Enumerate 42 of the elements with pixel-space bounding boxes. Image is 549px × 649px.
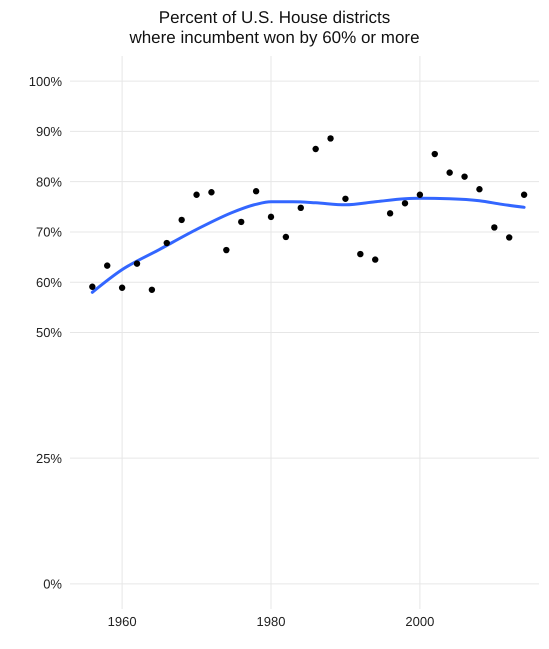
point bbox=[223, 246, 230, 254]
x-tick-label: 1980 bbox=[256, 614, 286, 630]
y-tick-label: 70% bbox=[36, 224, 62, 240]
point bbox=[416, 192, 424, 198]
y-tick-label: 50% bbox=[36, 325, 62, 340]
point bbox=[432, 150, 438, 158]
point bbox=[134, 260, 140, 267]
point bbox=[372, 256, 378, 263]
y-tick-label: 90% bbox=[36, 124, 62, 140]
point bbox=[342, 196, 349, 202]
point bbox=[164, 240, 170, 246]
point bbox=[238, 218, 244, 226]
point bbox=[178, 216, 185, 224]
y-tick-label: 100% bbox=[28, 74, 62, 89]
point bbox=[89, 284, 96, 290]
point bbox=[446, 169, 453, 176]
point bbox=[268, 214, 274, 220]
point bbox=[118, 284, 126, 291]
y-tick-label: 80% bbox=[36, 174, 62, 190]
y-tick-label: 60% bbox=[36, 274, 62, 290]
point bbox=[282, 234, 290, 240]
y-tick-label: 0% bbox=[43, 576, 62, 592]
point bbox=[461, 173, 468, 180]
y-tick-label: 25% bbox=[36, 450, 62, 466]
point bbox=[520, 192, 528, 198]
point bbox=[386, 210, 394, 217]
point bbox=[327, 135, 334, 142]
x-tick-label: 1960 bbox=[108, 614, 137, 630]
x-tick-label: 2000 bbox=[405, 614, 434, 630]
point bbox=[252, 188, 260, 194]
chart-title: Percent of U.S. House districts where incumbent won by 60% or more bbox=[128, 8, 421, 48]
point bbox=[208, 189, 215, 196]
point bbox=[476, 186, 483, 192]
point bbox=[148, 286, 156, 293]
point bbox=[193, 192, 200, 198]
point bbox=[491, 224, 498, 231]
point bbox=[402, 200, 408, 206]
point bbox=[104, 262, 110, 269]
point bbox=[312, 146, 319, 152]
point bbox=[298, 204, 304, 212]
point bbox=[357, 250, 364, 258]
point bbox=[506, 234, 512, 241]
